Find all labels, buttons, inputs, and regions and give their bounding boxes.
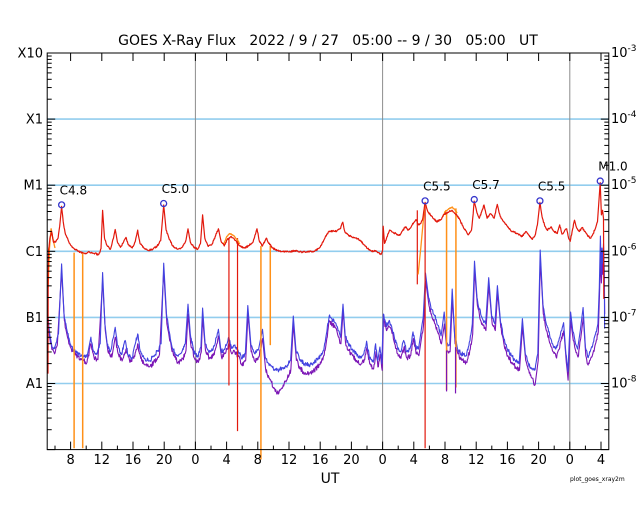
x-tick-label: 12 xyxy=(281,453,298,468)
axes-frame xyxy=(46,52,610,451)
flare-peak-marker xyxy=(57,201,66,209)
y-left-label: M1 xyxy=(24,179,44,194)
y-right-label: 10-5 xyxy=(611,176,637,193)
y-left-label: C1 xyxy=(26,245,43,260)
flare-peak-marker xyxy=(470,195,478,204)
gridlines xyxy=(47,118,609,385)
flare-annotations: C4.8 C5.0 C5.5 C5.7 C5.5 M1.0 xyxy=(57,160,628,209)
long-xray-secondary-visible-segments-curve xyxy=(47,228,56,288)
chart-title: GOES X-Ray Flux 2022 / 9 / 27 05:00 -- 9… xyxy=(118,33,538,49)
long-xray-0.1-0.8nm-primary-curve xyxy=(47,182,605,374)
x-tick-label: 0 xyxy=(191,453,199,468)
flare-label: C5.7 xyxy=(472,178,499,192)
flare-peak-marker xyxy=(596,177,604,185)
x-tick-label: 20 xyxy=(156,453,173,468)
x-tick-label: 16 xyxy=(125,453,142,468)
y-left-label: X1 xyxy=(26,113,43,128)
x-tick-label: 8 xyxy=(254,453,262,468)
x-tick-label: 8 xyxy=(66,453,74,468)
x-tick-label: 12 xyxy=(468,453,485,468)
x-tick-label: 20 xyxy=(343,453,360,468)
flare-label: C4.8 xyxy=(60,183,87,197)
x-axis-title: UT xyxy=(321,471,340,487)
flux-curves xyxy=(47,235,606,395)
y-right-label: 10-6 xyxy=(611,242,637,259)
y-left-label: B1 xyxy=(26,311,43,326)
x-tick-label: 16 xyxy=(312,453,329,468)
x-tick-label: 12 xyxy=(94,453,111,468)
x-tick-label: 4 xyxy=(597,453,605,468)
flare-label: C5.5 xyxy=(538,179,565,193)
y-left-label: X10 xyxy=(18,47,43,62)
flare-label: C5.5 xyxy=(423,179,450,193)
y-left-label: A1 xyxy=(26,377,43,392)
short-xray-0.05-0.4nm-primary-curve xyxy=(47,235,606,373)
x-tick-label: 4 xyxy=(222,453,230,468)
long-xray-secondary-visible-segments-curve xyxy=(222,232,241,245)
x-tick-label: 16 xyxy=(499,453,516,468)
flare-peak-marker xyxy=(421,197,429,205)
y-right-label: 10-8 xyxy=(611,375,637,392)
dropout-lines xyxy=(73,202,457,460)
flare-peak-marker xyxy=(160,199,168,208)
watermark: plot_goes_xray2m xyxy=(570,476,625,483)
x-tick-label: 0 xyxy=(378,453,386,468)
axis-labels: 8 12 16 20 0 4 8 12 16 20 0 4 8 12 16 20 0 4 X10 X1 M1 C1 B1 A1… xyxy=(18,44,637,468)
x-tick-label: 20 xyxy=(530,453,547,468)
y-right-label: 10-7 xyxy=(611,308,637,325)
x-tick-label: 8 xyxy=(441,453,449,468)
long-xray-secondary-visible-segments-curve xyxy=(442,206,458,218)
flare-label: C5.0 xyxy=(162,182,189,196)
flare-peak-marker xyxy=(536,197,544,205)
x-tick-label: 0 xyxy=(566,453,574,468)
flare-label: M1.0 xyxy=(598,160,627,174)
short-xray-0.05-0.4nm-secondary-curve xyxy=(47,256,606,395)
flux-curves-top xyxy=(47,182,605,374)
x-tick-label: 4 xyxy=(410,453,418,468)
y-right-label: 10-4 xyxy=(611,110,637,127)
y-right-label: 10-3 xyxy=(611,44,637,61)
